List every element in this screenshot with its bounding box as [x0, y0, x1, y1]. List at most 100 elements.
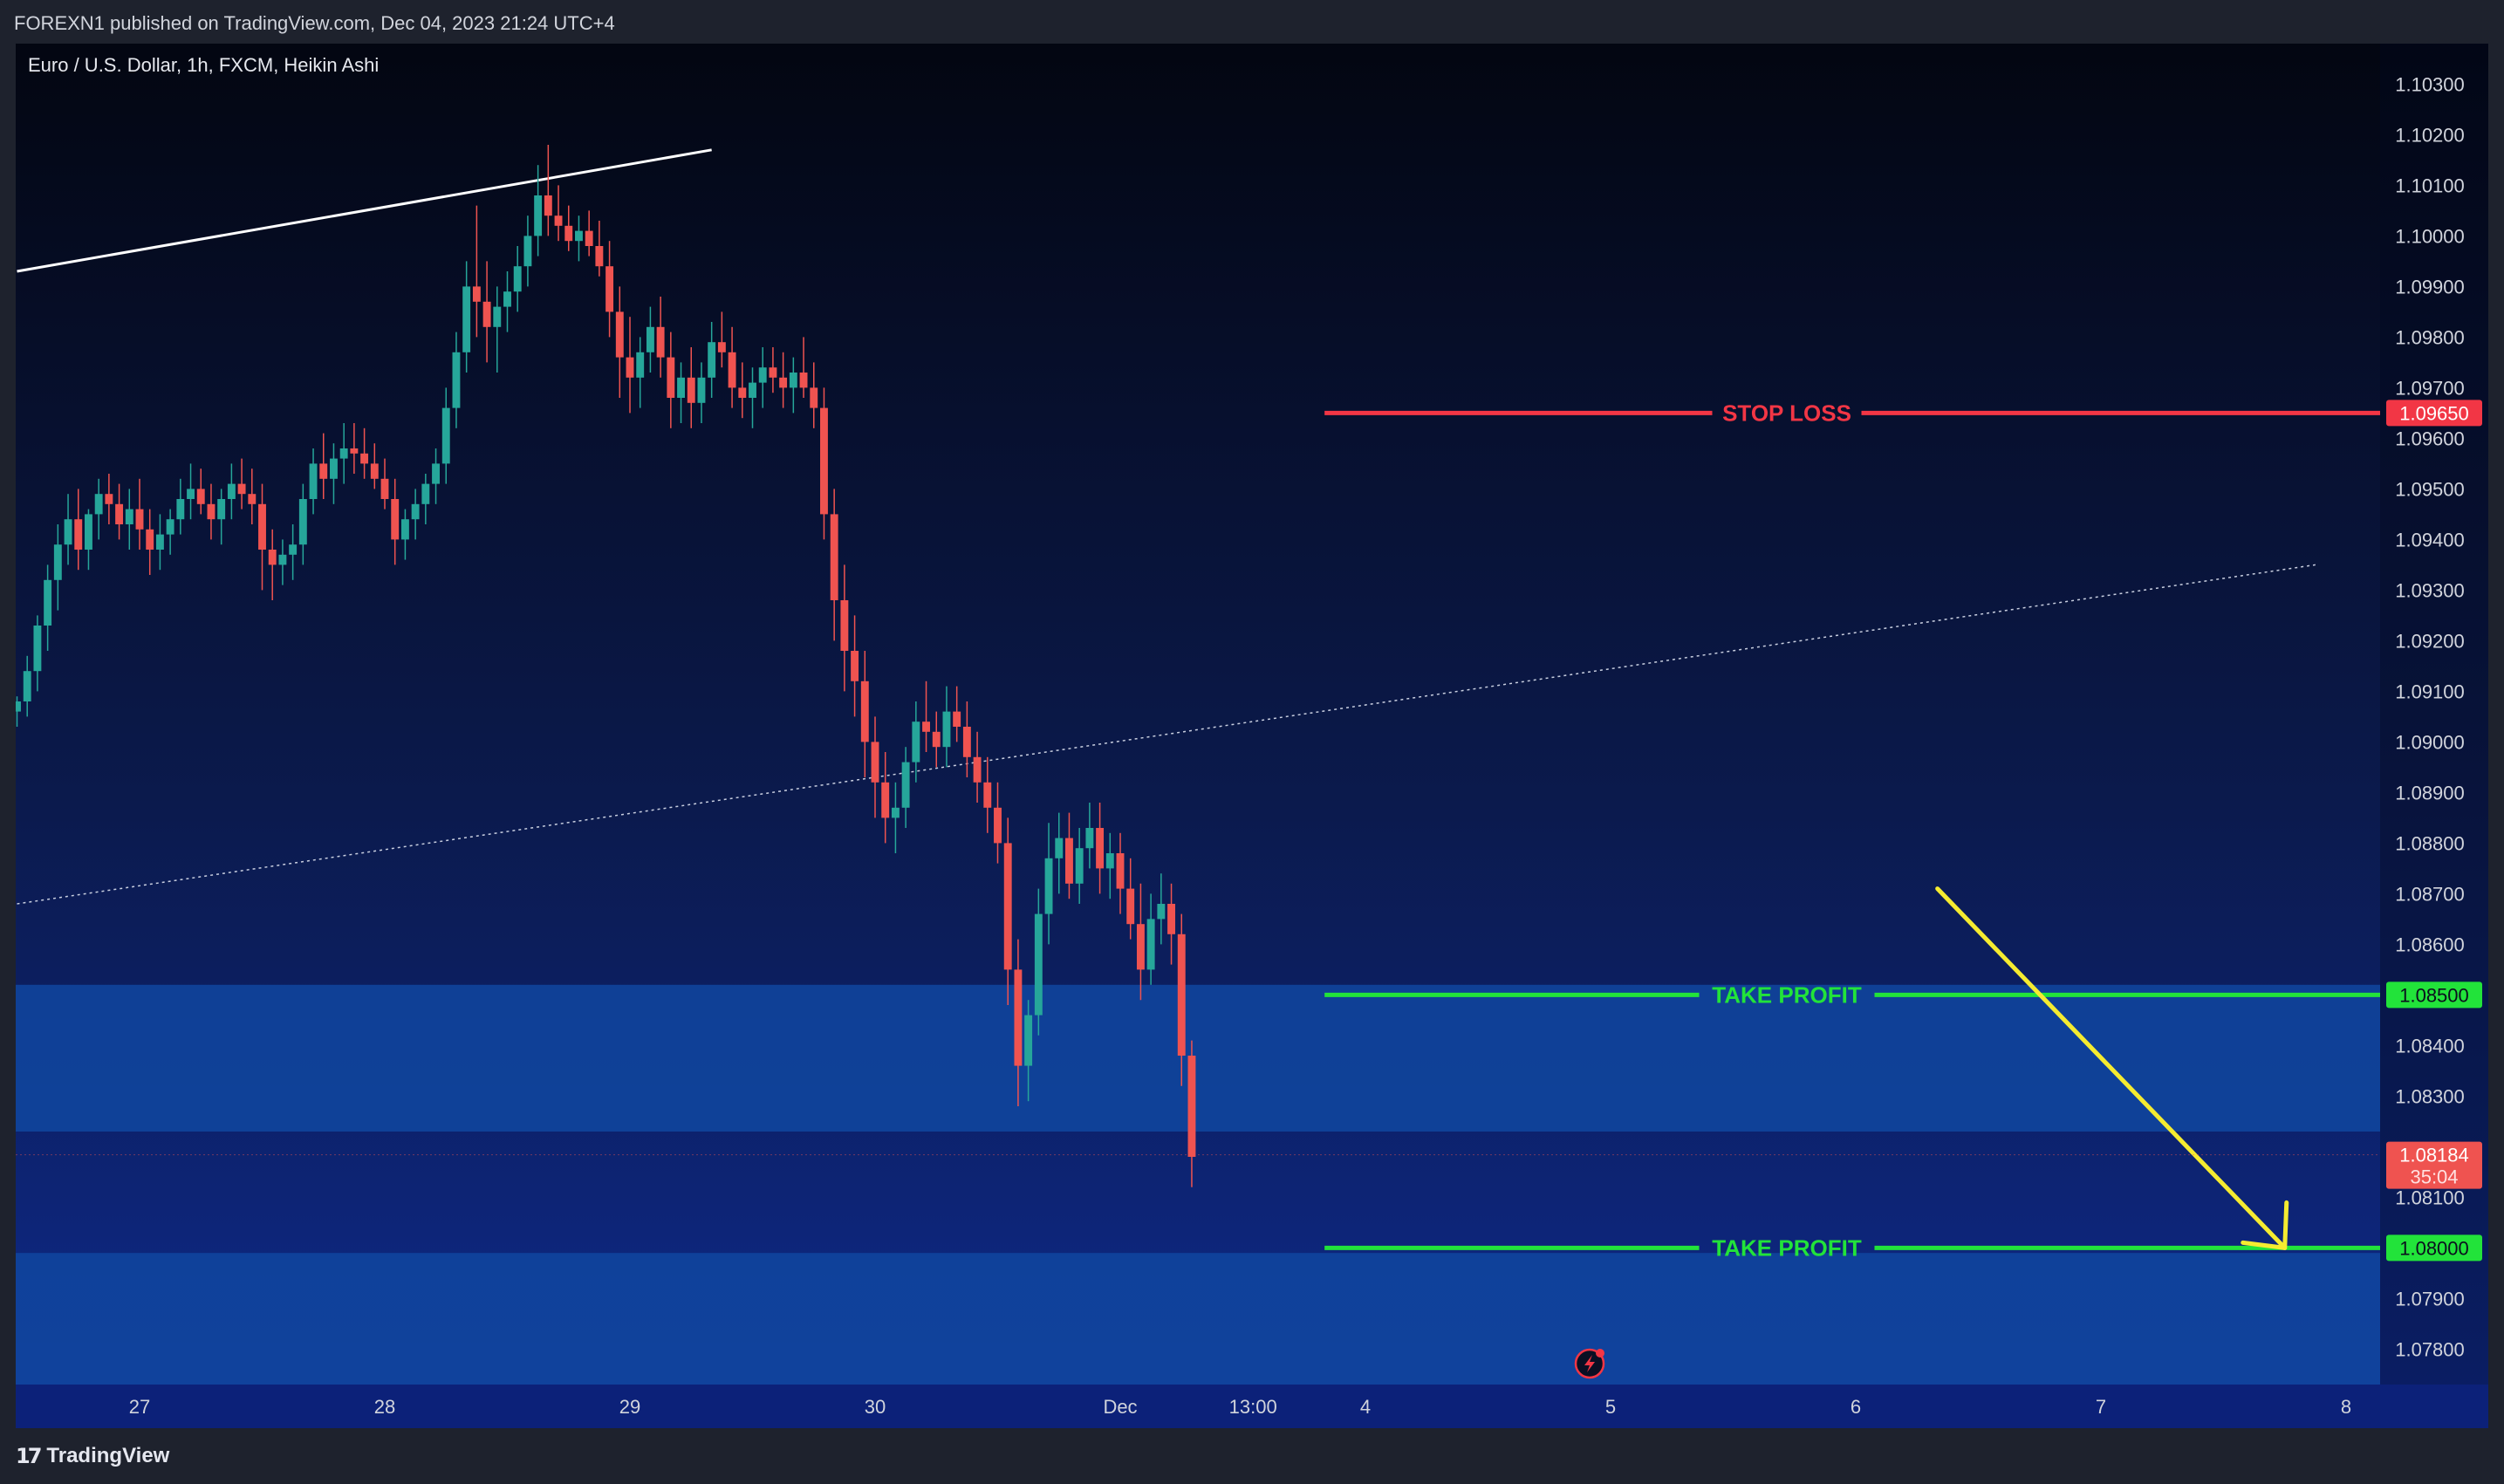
candle-body	[493, 306, 502, 327]
candle-body	[749, 382, 756, 398]
candle-body	[23, 671, 31, 701]
chart-pane[interactable]: STOP LOSS TAKE PROFIT TAKE PROFIT 1.10300 1…	[16, 44, 2488, 1428]
level-price-tag-1[interactable]	[2386, 981, 2482, 1009]
x-tick-label: 7	[2096, 1396, 2106, 1418]
candle-body	[105, 494, 113, 504]
candle-body	[237, 483, 246, 495]
last-price-value: 1.08184	[2399, 1145, 2469, 1166]
candle-body	[667, 357, 675, 398]
candle-body	[350, 448, 359, 454]
x-axis: 27 28 29 30 Dec 13:00 4 5 6 7 8	[129, 1396, 2351, 1418]
candle-body	[789, 373, 797, 388]
candle-body	[646, 326, 654, 352]
candle-body	[860, 680, 869, 742]
symbol-legend[interactable]: Euro / U.S. Dollar, 1h, FXCM, Heikin Ash…	[28, 54, 380, 76]
candle-body	[799, 373, 808, 388]
candle-body	[482, 301, 491, 327]
y-tick-label: 1.09700	[2395, 377, 2465, 399]
zones	[16, 984, 2380, 1385]
candle-body	[370, 463, 379, 479]
y-tick-label: 1.08300	[2395, 1085, 2465, 1107]
level-price-tag-0[interactable]	[2386, 400, 2482, 427]
x-tick-label: 30	[865, 1396, 886, 1418]
candle-body	[901, 762, 910, 808]
candle-body	[1055, 838, 1064, 858]
flash-icon[interactable]	[1574, 1348, 1605, 1379]
candle-body	[758, 367, 767, 383]
candle-body	[421, 483, 430, 504]
candle-body	[912, 721, 920, 763]
y-tick-label: 1.09900	[2395, 276, 2465, 297]
candle-body	[1157, 904, 1166, 920]
x-tick-label: 13:00	[1229, 1396, 1277, 1418]
candle-body	[1146, 919, 1155, 970]
y-tick-label: 1.09200	[2395, 630, 2465, 652]
candle-body	[830, 514, 838, 600]
candle-body	[196, 489, 205, 504]
candle-body	[217, 499, 226, 520]
y-tick-label: 1.10300	[2395, 73, 2465, 95]
y-tick-label: 1.09400	[2395, 529, 2465, 551]
candle-body	[626, 357, 634, 378]
x-tick-label: 5	[1605, 1396, 1616, 1418]
candle-body	[942, 711, 951, 748]
candles	[16, 145, 1196, 1187]
candle-body	[1034, 913, 1043, 1016]
candle-body	[94, 494, 103, 515]
candle-body	[472, 286, 481, 302]
candle-body	[994, 807, 1002, 844]
demand-zone-0	[16, 984, 2380, 1132]
candle-body	[125, 509, 133, 524]
candle-body	[1065, 838, 1073, 884]
trend-arrow-shaft[interactable]	[1935, 886, 2288, 1250]
take-profit-label: TAKE PROFIT	[1712, 981, 1862, 1008]
candle-body	[44, 579, 52, 626]
candle-body	[615, 311, 624, 358]
candle-body	[64, 519, 72, 545]
candle-body	[922, 721, 930, 732]
y-tick-label: 1.07800	[2395, 1338, 2465, 1360]
trendline-dotted[interactable]	[17, 564, 2316, 905]
candle-body	[339, 448, 348, 459]
candle-body	[380, 478, 389, 499]
candle-body	[1136, 924, 1145, 970]
time-axis[interactable]	[16, 1385, 2488, 1428]
candle-body	[452, 352, 461, 408]
y-tick-label: 1.09000	[2395, 731, 2465, 753]
level-price-value: 1.08500	[2399, 984, 2469, 1006]
candle-body	[298, 499, 307, 545]
candle-body	[53, 544, 62, 580]
candle-body	[278, 554, 287, 565]
candle-body	[656, 326, 665, 358]
candle-body	[973, 756, 982, 783]
footer: 17 TradingView	[0, 1428, 2504, 1484]
candle-body	[953, 711, 961, 727]
candle-body	[564, 225, 573, 242]
trendlines	[17, 148, 2316, 905]
trend-arrow-head[interactable]	[2241, 1200, 2289, 1250]
candle-body	[411, 503, 420, 520]
y-tick-label: 1.08900	[2395, 782, 2465, 804]
tradingview-logo-icon: 17	[16, 1444, 42, 1468]
y-tick-label: 1.09600	[2395, 427, 2465, 449]
candle-body	[1075, 848, 1084, 884]
candle-body	[1096, 828, 1105, 869]
candle-body	[1167, 904, 1175, 934]
tradingview-brand[interactable]: 17 TradingView	[16, 1444, 169, 1468]
candle-body	[319, 463, 328, 479]
candle-body	[1003, 843, 1012, 970]
level-price-tag-2[interactable]	[2386, 1234, 2482, 1262]
candle-body	[155, 534, 164, 550]
candle-body	[441, 407, 450, 464]
y-tick-label: 1.10200	[2395, 124, 2465, 146]
last-price-tag[interactable]	[2386, 1141, 2482, 1189]
x-tick-label: 8	[2341, 1396, 2351, 1418]
candle-body	[728, 352, 736, 388]
candle-body	[523, 236, 532, 267]
candle-body	[1014, 969, 1023, 1066]
y-tick-label: 1.08100	[2395, 1187, 2465, 1208]
level-price-value: 1.08000	[2399, 1237, 2469, 1259]
candle-body	[810, 387, 818, 408]
trendline-solid[interactable]	[17, 148, 712, 273]
